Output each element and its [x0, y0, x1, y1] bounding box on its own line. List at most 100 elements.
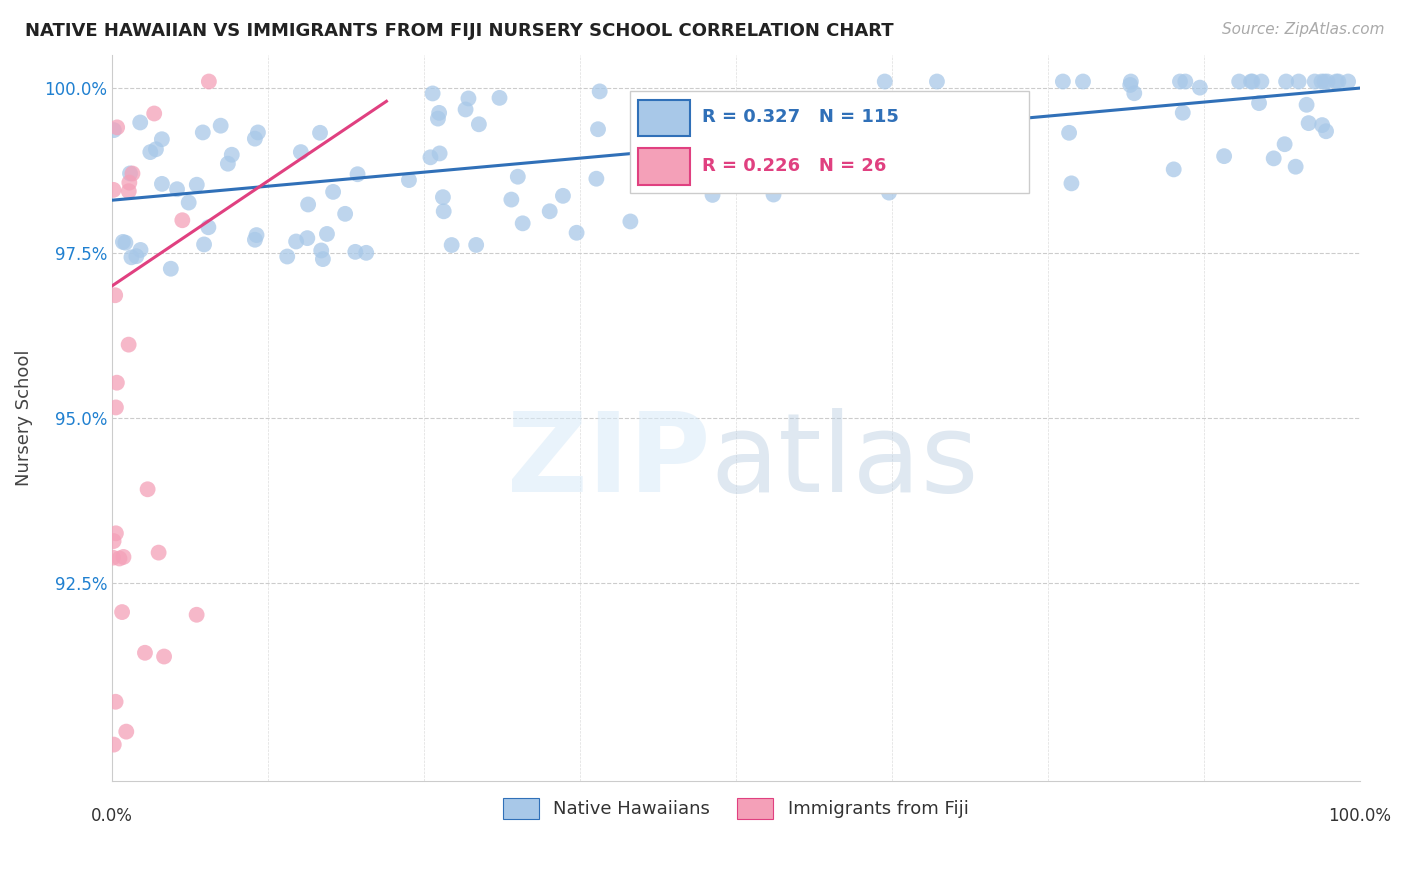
Point	[1327, 74, 1350, 88]
Point	[101, 550, 124, 565]
Point	[586, 122, 609, 136]
Point	[538, 204, 561, 219]
Point	[316, 227, 339, 241]
Point	[761, 157, 783, 171]
Point	[148, 546, 170, 560]
Point	[104, 401, 127, 415]
Point	[172, 213, 194, 227]
Point	[1052, 74, 1074, 88]
Point	[585, 171, 607, 186]
Point	[115, 724, 138, 739]
Point	[551, 189, 574, 203]
Point	[276, 250, 298, 264]
Point	[209, 119, 232, 133]
Point	[848, 134, 870, 148]
Point	[108, 551, 131, 566]
Point	[501, 193, 523, 207]
Point	[1337, 74, 1360, 88]
Point	[589, 84, 612, 98]
Point	[118, 166, 141, 180]
Point	[118, 184, 141, 198]
Point	[427, 106, 450, 120]
Point	[197, 220, 219, 235]
Point	[1310, 118, 1333, 132]
Point	[1250, 74, 1272, 88]
Point	[118, 176, 141, 190]
Point	[117, 337, 139, 351]
Point	[432, 190, 454, 204]
Point	[845, 173, 868, 187]
Point	[105, 120, 128, 135]
Point	[104, 695, 127, 709]
Point	[619, 214, 641, 228]
Point	[1263, 152, 1285, 166]
Point	[782, 161, 804, 175]
Point	[344, 244, 367, 259]
Point	[104, 288, 127, 302]
Point	[512, 216, 534, 230]
Point	[1005, 112, 1028, 126]
Point	[153, 649, 176, 664]
Point	[191, 125, 214, 139]
Point	[112, 549, 135, 564]
Point	[125, 249, 148, 263]
Point	[1227, 74, 1250, 88]
Point	[419, 150, 441, 164]
Point	[104, 526, 127, 541]
Point	[1275, 74, 1298, 88]
Point	[1241, 74, 1264, 88]
Point	[1119, 74, 1142, 88]
Point	[186, 607, 208, 622]
Point	[1171, 105, 1194, 120]
Legend: Native Hawaiians, Immigrants from Fiji: Native Hawaiians, Immigrants from Fiji	[495, 790, 976, 826]
Point	[465, 238, 488, 252]
Point	[1316, 74, 1339, 88]
Point	[186, 178, 208, 192]
Point	[1324, 74, 1347, 88]
Point	[1285, 160, 1308, 174]
Point	[111, 235, 134, 249]
Point	[1313, 74, 1336, 88]
Point	[1247, 96, 1270, 111]
Text: 0.0%: 0.0%	[91, 807, 134, 825]
Point	[1298, 116, 1320, 130]
Point	[1274, 137, 1296, 152]
Text: Source: ZipAtlas.com: Source: ZipAtlas.com	[1222, 22, 1385, 37]
Point	[285, 235, 308, 249]
Point	[217, 157, 239, 171]
Point	[1168, 74, 1191, 88]
Point	[1163, 162, 1185, 177]
Point	[105, 376, 128, 390]
Point	[103, 183, 125, 197]
Point	[121, 167, 143, 181]
Point	[150, 177, 173, 191]
Text: NATIVE HAWAIIAN VS IMMIGRANTS FROM FIJI NURSERY SCHOOL CORRELATION CHART: NATIVE HAWAIIAN VS IMMIGRANTS FROM FIJI …	[25, 22, 894, 40]
Point	[433, 204, 456, 219]
Point	[312, 252, 335, 266]
Point	[422, 87, 444, 101]
Point	[309, 244, 332, 258]
Point	[246, 125, 269, 139]
Text: 100.0%: 100.0%	[1329, 807, 1391, 825]
Point	[1295, 97, 1317, 112]
Point	[844, 161, 866, 176]
Point	[1213, 149, 1236, 163]
Point	[457, 91, 479, 105]
Point	[565, 226, 588, 240]
Point	[702, 188, 724, 202]
Point	[243, 233, 266, 247]
Point	[1288, 74, 1310, 88]
Point	[159, 261, 181, 276]
Point	[103, 738, 125, 752]
Point	[429, 146, 451, 161]
Point	[1174, 74, 1197, 88]
Point	[198, 74, 221, 88]
Point	[1310, 74, 1333, 88]
Point	[143, 106, 166, 120]
Point	[322, 185, 344, 199]
Point	[1123, 87, 1146, 101]
Point	[150, 132, 173, 146]
Point	[721, 134, 744, 148]
Point	[1315, 124, 1337, 138]
Point	[177, 195, 200, 210]
